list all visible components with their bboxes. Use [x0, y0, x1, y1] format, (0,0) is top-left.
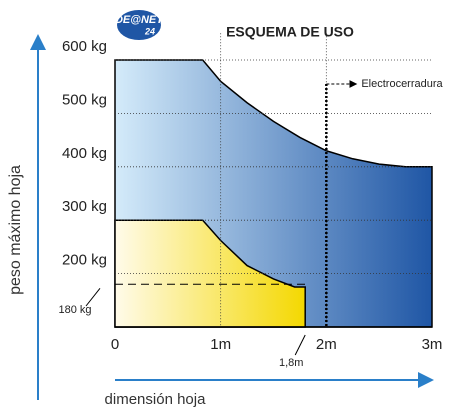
y-axis-label: peso máximo hoja — [7, 165, 24, 295]
chart-title: ESQUEMA DE USO — [226, 24, 354, 40]
y-tick-label: 600 kg — [62, 38, 107, 55]
y-tick-label: 200 kg — [62, 252, 107, 269]
x-tick-label: 1m — [210, 336, 231, 353]
area — [114, 219, 306, 328]
logo-number: 24 — [144, 26, 155, 36]
logo-text: DE@NET — [115, 14, 164, 26]
y-tick-label: 500 kg — [62, 91, 107, 108]
y-tick-label: 400 kg — [62, 145, 107, 162]
annotation: 180 kg — [58, 304, 91, 316]
x-tick-label: 3m — [422, 336, 443, 353]
leader — [294, 334, 306, 356]
x-tick-label: 0 — [111, 336, 119, 353]
x-tick-label: 2m — [316, 336, 337, 353]
leader — [85, 287, 101, 307]
x-axis-label: dimensión hoja — [105, 391, 207, 408]
logo-badge — [117, 10, 161, 40]
annotation: Electrocerradura — [361, 78, 443, 90]
y-tick-label: 300 kg — [62, 198, 107, 215]
annotation: 1,8m — [279, 357, 303, 369]
